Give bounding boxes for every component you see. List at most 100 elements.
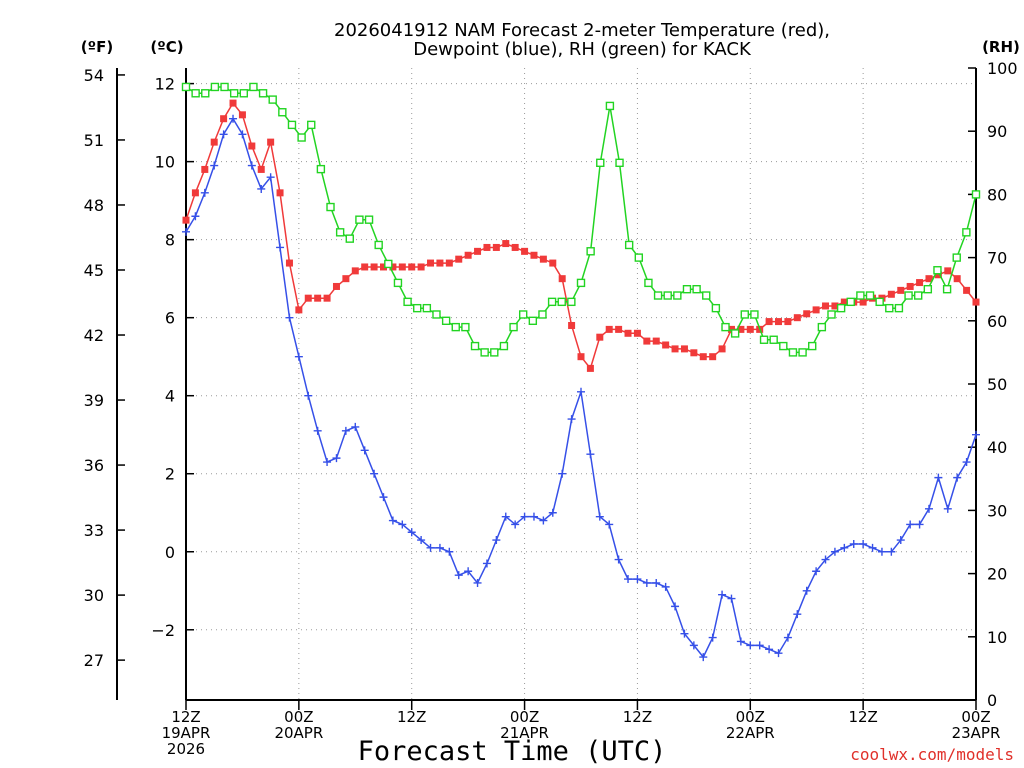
rh-point: [441, 316, 451, 325]
dewpoint-point: [746, 641, 755, 650]
temperature-point: [380, 263, 387, 271]
rh-tick-label: 50: [987, 375, 1007, 394]
rh-point: [615, 158, 624, 168]
axes: [116, 67, 977, 710]
rh-point: [547, 297, 557, 307]
temperature-point: [812, 306, 820, 314]
temperature-point: [765, 318, 773, 326]
rh-tick-label: 0: [987, 691, 997, 710]
temperature-point: [238, 111, 246, 119]
rh-point: [181, 82, 191, 92]
rh-point: [384, 259, 393, 269]
rh-point: [278, 108, 287, 117]
temperature-point: [408, 263, 416, 271]
celsius-tick-label: 4: [165, 387, 175, 406]
temperature-point: [746, 325, 754, 333]
temperature-point: [539, 255, 547, 263]
dewpoint-point: [454, 571, 463, 580]
temperature-point: [925, 275, 933, 283]
temperature-point: [549, 259, 557, 267]
rh-point: [249, 82, 258, 92]
dewpoint-point: [915, 520, 924, 529]
rh-point: [962, 228, 971, 237]
dewpoint-point: [972, 430, 980, 439]
temperature-point: [267, 138, 275, 146]
temperature-point: [822, 302, 830, 310]
dewpoint-point: [595, 512, 604, 521]
rh-point: [576, 278, 586, 288]
rh-point: [403, 297, 412, 307]
credit-watermark: coolwx.com/models: [850, 745, 1014, 764]
dewpoint-point: [680, 629, 689, 638]
temperature-point: [474, 247, 482, 255]
dewpoint-point: [953, 473, 962, 482]
dewpoint-point: [351, 422, 360, 431]
rh-point: [702, 291, 711, 300]
rh-tick-label: 20: [987, 565, 1007, 584]
temperature-point: [492, 243, 500, 251]
rh-point: [759, 335, 769, 344]
dewpoint-point: [548, 508, 557, 517]
temperature-point: [784, 318, 792, 326]
dewpoint-point: [896, 536, 905, 545]
time-tick-label: 2026: [167, 740, 205, 758]
temperature-point: [699, 353, 707, 361]
dewpoint-point: [962, 458, 971, 467]
time-tick-label: 20APR: [274, 724, 323, 742]
celsius-tick-label: 8: [165, 231, 175, 250]
rh-point: [509, 322, 518, 332]
celsius-tick-label: 10: [155, 153, 175, 172]
dewpoint-point: [388, 516, 397, 525]
temperature-point: [351, 267, 359, 275]
temperature-point: [897, 286, 905, 294]
temperature-point: [558, 275, 566, 283]
rh-point: [239, 89, 249, 98]
dewpoint-point: [859, 539, 868, 548]
dewpoint-point: [492, 536, 501, 545]
temperature-point: [793, 314, 801, 322]
dewpoint-point: [614, 555, 623, 564]
dewpoint-point: [887, 547, 896, 556]
dewpoint-point: [765, 645, 774, 654]
rh-point: [827, 310, 836, 319]
rh-tick-label: 90: [987, 122, 1007, 141]
fahrenheit-tick-label: 48: [84, 196, 104, 215]
temperature-point: [304, 294, 312, 302]
temperature-point: [605, 325, 613, 333]
dewpoint-point: [501, 512, 510, 521]
rh-point: [470, 341, 480, 351]
temperature-point: [859, 298, 867, 306]
temperature-point: [323, 294, 331, 302]
dewpoint-point: [840, 543, 849, 552]
dewpoint-point: [529, 512, 538, 521]
time-tick-label: 12Z: [397, 708, 426, 726]
dewpoint-point: [605, 520, 614, 529]
dewpoint-point: [943, 504, 952, 513]
temperature-point: [285, 259, 293, 267]
rh-point: [432, 310, 441, 319]
dewpoint-point: [868, 543, 877, 552]
dewpoint-point: [398, 520, 407, 529]
temperature-point: [840, 298, 848, 306]
fahrenheit-tick-label: 27: [84, 651, 104, 670]
rh-point: [644, 278, 653, 288]
rh-point: [750, 310, 759, 319]
rh-point: [201, 89, 210, 98]
rh-point: [393, 278, 403, 288]
celsius-tick-label: 6: [165, 309, 175, 328]
dewpoint-point: [520, 512, 529, 521]
rh-point: [634, 253, 644, 262]
dewpoint-point: [718, 590, 727, 599]
temperature-point: [502, 240, 510, 248]
time-tick-label: 19APR: [162, 724, 211, 742]
temperature-point: [803, 310, 811, 318]
temperature-point: [963, 286, 971, 294]
temperature-point: [191, 189, 199, 197]
dewpoint-point: [257, 184, 266, 193]
dewpoint-point: [294, 352, 303, 361]
rh-point: [663, 291, 672, 300]
rh-point: [229, 89, 239, 98]
rh-point: [191, 89, 200, 98]
rh-tick-label: 60: [987, 312, 1007, 331]
rh-point: [740, 310, 749, 319]
